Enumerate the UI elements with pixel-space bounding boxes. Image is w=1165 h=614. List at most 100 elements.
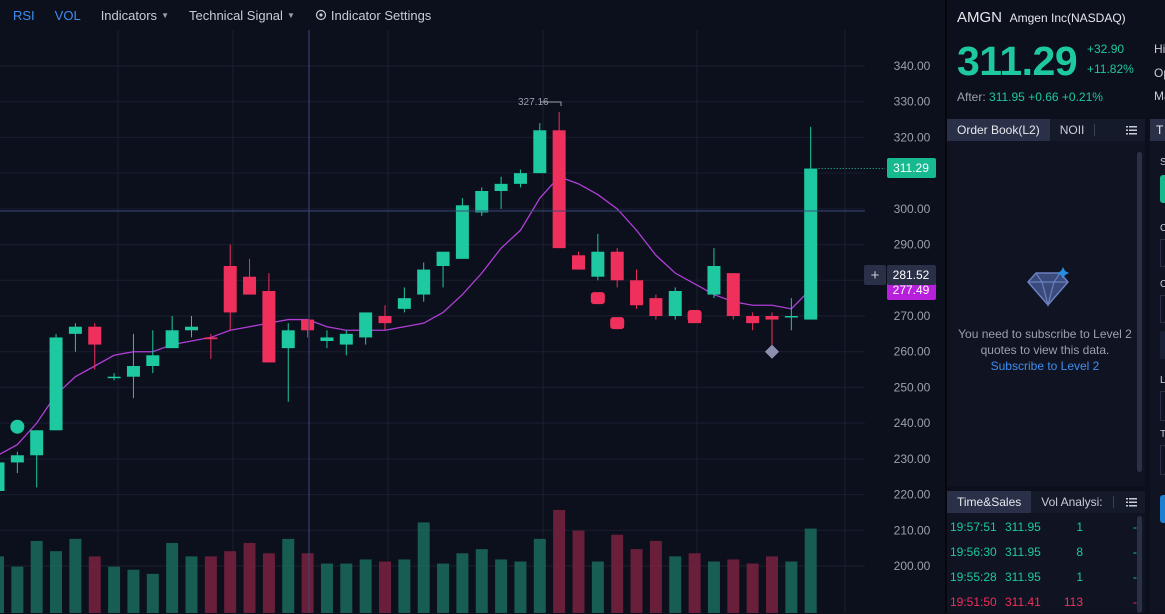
y-tick-label: 340.00 xyxy=(894,59,931,73)
candle-body xyxy=(572,255,585,270)
buy-signal-marker[interactable] xyxy=(10,419,25,434)
candle-body xyxy=(262,291,276,363)
after-price: 311.95 xyxy=(989,90,1025,104)
sell-signal-marker[interactable] xyxy=(687,310,702,322)
submit-order-button[interactable] xyxy=(1160,495,1165,523)
order-book-scrollbar[interactable] xyxy=(1137,152,1142,472)
company-name: Amgen Inc(NASDAQ) xyxy=(1009,11,1126,25)
after-label: After: xyxy=(957,90,986,104)
candle xyxy=(475,187,489,216)
candle-body xyxy=(88,326,102,345)
candle xyxy=(417,262,431,302)
time-sales-tabs: Time&Sales Vol Analysi: xyxy=(947,491,1145,513)
candle-body xyxy=(765,316,779,320)
order-book-panel: Order Book(L2) NOII You need to subscrib… xyxy=(947,119,1145,486)
y-tick-label: 200.00 xyxy=(894,559,931,573)
candle xyxy=(30,430,44,488)
tab-time-sales[interactable]: Time&Sales xyxy=(947,491,1032,513)
trade-volume: 1 xyxy=(1076,569,1083,584)
tab-order-book[interactable]: Order Book(L2) xyxy=(947,119,1050,141)
buy-button[interactable] xyxy=(1160,175,1165,203)
candle xyxy=(204,333,218,359)
order-field[interactable] xyxy=(1160,445,1165,475)
volume-bar xyxy=(630,549,643,613)
trade-row: 19:56:30 311.95 8 -- xyxy=(947,539,1143,564)
candle-body xyxy=(630,280,644,306)
plus-icon[interactable]: + xyxy=(871,267,880,284)
sell-signal-marker[interactable] xyxy=(590,292,605,305)
order-field[interactable] xyxy=(1160,391,1165,421)
candle-body xyxy=(804,168,818,320)
candle-body xyxy=(436,251,450,266)
indicators-label: Indicators xyxy=(100,7,158,23)
time-sales-scrollbar[interactable] xyxy=(1137,516,1142,613)
candle xyxy=(455,198,469,259)
y-axis: 340.00330.00320.00310.00300.00290.00280.… xyxy=(894,59,931,573)
candle xyxy=(281,323,295,402)
candle-body xyxy=(126,366,140,377)
vol-toggle[interactable]: VOL xyxy=(54,7,81,23)
list-menu-icon[interactable] xyxy=(1126,125,1137,135)
candle-body xyxy=(475,191,489,213)
volume-bar xyxy=(185,556,198,613)
volume-bar xyxy=(766,556,778,613)
rsi-toggle[interactable]: RSI xyxy=(13,7,35,23)
ticker-symbol: AMGN xyxy=(957,9,1002,26)
subscribe-level2-link[interactable]: Subscribe to Level 2 xyxy=(990,359,1100,373)
candle-body xyxy=(30,430,44,456)
candle xyxy=(784,298,798,331)
candlestick-chart[interactable]: 340.00330.00320.00310.00300.00290.00280.… xyxy=(0,30,943,613)
order-field[interactable] xyxy=(1160,295,1165,323)
candle-body xyxy=(243,276,257,295)
indicators-dropdown[interactable]: Indicators ▼ xyxy=(101,8,169,23)
candle xyxy=(494,176,508,209)
candle xyxy=(88,323,102,370)
y-tick-label: 210.00 xyxy=(894,523,931,537)
tab-vol-analysis[interactable]: Vol Analysi: xyxy=(1041,495,1103,509)
order-field[interactable] xyxy=(1160,331,1165,359)
volume-bar xyxy=(301,553,314,613)
indicator-settings-label: Indicator Settings xyxy=(330,7,432,23)
candle xyxy=(0,462,5,491)
candle xyxy=(668,287,682,320)
tab-divider xyxy=(1094,124,1096,136)
chart-toolbar: RSI VOL Indicators ▼ Technical Signal ▼ In… xyxy=(0,0,943,30)
volume-bar xyxy=(108,566,121,613)
change-absolute: +32.90 xyxy=(1087,42,1125,56)
list-menu-icon[interactable] xyxy=(1126,497,1137,507)
ticker-header: AMGN Amgen Inc(NASDAQ) xyxy=(957,9,1126,26)
volume-bar xyxy=(398,559,411,613)
trade-price: 311.95 xyxy=(1005,569,1041,584)
after-hours-row: After: 311.95 +0.66 +0.21% xyxy=(957,90,1103,104)
crosshair xyxy=(0,30,865,613)
technical-signal-dropdown[interactable]: Technical Signal ▼ xyxy=(189,8,295,23)
trade-row: 19:51:50 311.41 113 -- xyxy=(947,589,1143,614)
candle xyxy=(630,269,644,309)
change-percent: +11.82% xyxy=(1087,62,1134,76)
candle-body xyxy=(301,319,315,331)
ma-price-label: 277.49 xyxy=(893,283,930,297)
candle-body xyxy=(726,273,740,316)
sell-signal-marker[interactable] xyxy=(610,317,625,330)
field-label: C xyxy=(1160,279,1165,290)
y-tick-label: 290.00 xyxy=(894,238,931,252)
tab-noii[interactable]: NOII xyxy=(1059,123,1085,137)
diamond-signal-marker[interactable] xyxy=(764,344,780,359)
candle-body xyxy=(591,251,605,277)
candle-body xyxy=(513,173,527,184)
candle xyxy=(746,312,760,331)
order-field[interactable] xyxy=(1160,239,1165,267)
volume-bar xyxy=(611,534,624,613)
trade-price: 311.41 xyxy=(1005,594,1041,609)
trade-time: 19:57:51 xyxy=(950,519,997,534)
field-label: T xyxy=(1160,429,1165,440)
volume-bar xyxy=(204,556,217,613)
tab-trade[interactable]: T xyxy=(1150,119,1165,141)
volume-bar xyxy=(475,549,488,613)
gear-icon xyxy=(315,9,326,21)
candle xyxy=(552,111,566,249)
signal-markers xyxy=(10,292,780,434)
candle xyxy=(320,330,334,349)
candle xyxy=(146,330,160,374)
indicator-settings-button[interactable]: Indicator Settings xyxy=(315,8,431,23)
